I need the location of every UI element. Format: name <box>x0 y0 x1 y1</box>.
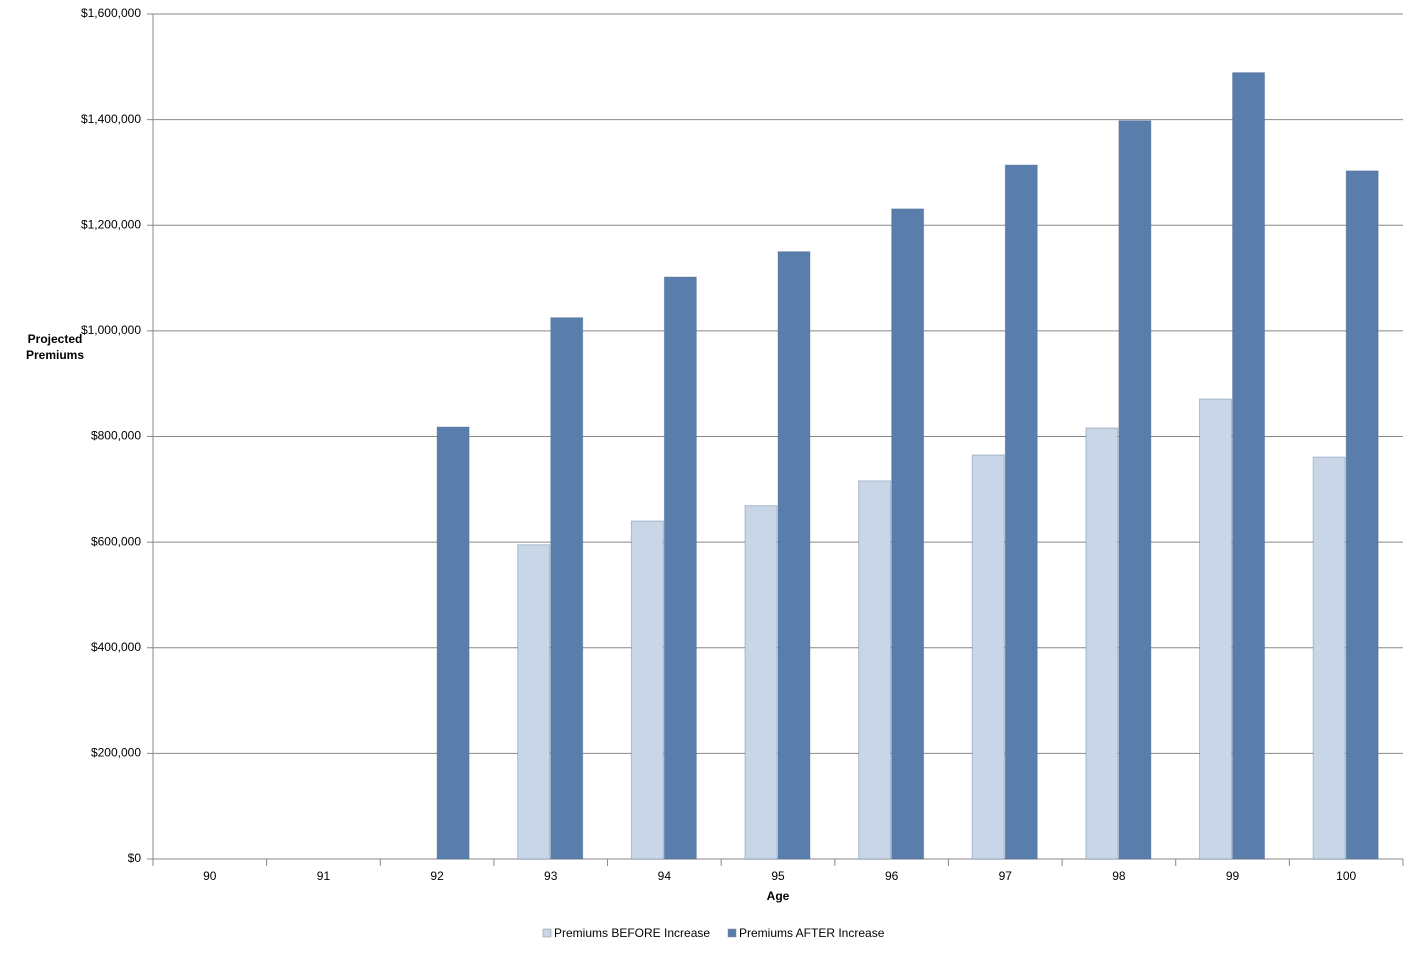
x-tick-label: 98 <box>1112 869 1126 883</box>
x-tick-label: 97 <box>999 869 1013 883</box>
bar <box>1345 170 1379 860</box>
bar <box>1232 72 1266 860</box>
y-axis-title: Projected Premiums <box>25 332 85 362</box>
bar <box>663 276 697 860</box>
legend-swatch <box>727 928 737 938</box>
bar <box>630 520 664 860</box>
bar <box>891 208 925 860</box>
y-tick-label: $1,000,000 <box>81 323 141 337</box>
bar <box>1118 120 1152 860</box>
bar <box>436 426 470 860</box>
bar <box>517 544 551 860</box>
legend-label: Premiums BEFORE Increase <box>554 926 710 940</box>
bar <box>777 251 811 860</box>
x-tick-label: 99 <box>1226 869 1240 883</box>
y-tick-label: $800,000 <box>91 429 141 443</box>
bar <box>1312 456 1346 860</box>
bar <box>744 505 778 860</box>
bar <box>858 480 892 860</box>
y-tick-label: $0 <box>128 851 142 865</box>
x-tick-label: 91 <box>317 869 331 883</box>
x-tick-label: 95 <box>771 869 785 883</box>
y-tick-label: $600,000 <box>91 534 141 548</box>
x-tick-label: 96 <box>885 869 899 883</box>
x-tick-label: 90 <box>203 869 217 883</box>
x-tick-label: 100 <box>1336 869 1356 883</box>
x-tick-label: 94 <box>658 869 672 883</box>
y-tick-label: $1,400,000 <box>81 112 141 126</box>
y-tick-label: $200,000 <box>91 746 141 760</box>
y-tick-label: $400,000 <box>91 640 141 654</box>
x-axis-title: Age <box>767 889 790 903</box>
bar <box>1004 164 1038 860</box>
x-tick-label: 92 <box>430 869 444 883</box>
bar <box>550 317 584 860</box>
bar <box>1199 398 1233 860</box>
legend-label: Premiums AFTER Increase <box>739 926 885 940</box>
x-tick-label: 93 <box>544 869 558 883</box>
legend-swatch <box>542 928 552 938</box>
bar <box>971 454 1005 860</box>
y-tick-label: $1,200,000 <box>81 217 141 231</box>
bar <box>1085 427 1119 860</box>
y-tick-label: $1,600,000 <box>81 6 141 20</box>
